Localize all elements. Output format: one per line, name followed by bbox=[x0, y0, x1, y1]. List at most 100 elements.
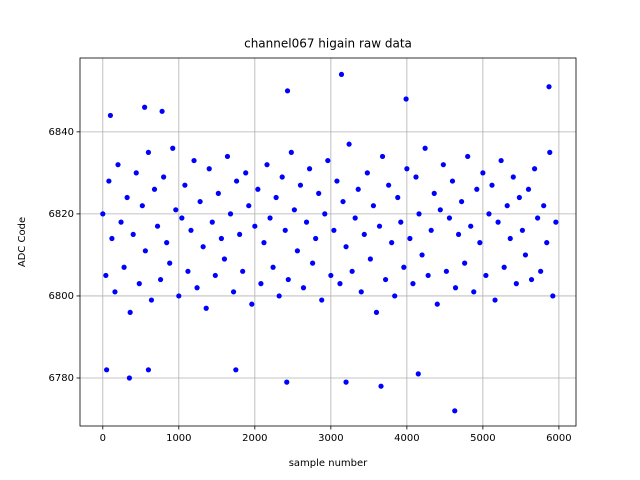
point bbox=[547, 149, 553, 155]
point bbox=[230, 289, 237, 295]
point bbox=[285, 276, 291, 283]
point bbox=[212, 272, 218, 279]
point bbox=[303, 219, 310, 225]
x-tick-label: 5000 bbox=[470, 433, 495, 444]
point bbox=[516, 194, 522, 201]
point bbox=[291, 207, 297, 213]
point bbox=[106, 178, 112, 184]
point bbox=[403, 96, 409, 102]
point bbox=[458, 198, 465, 205]
point bbox=[142, 248, 148, 254]
point bbox=[243, 170, 249, 176]
point bbox=[322, 211, 328, 217]
point bbox=[282, 227, 288, 233]
point bbox=[273, 194, 279, 201]
point bbox=[541, 203, 547, 209]
point bbox=[519, 227, 526, 233]
point bbox=[328, 272, 334, 279]
point bbox=[337, 281, 343, 287]
point bbox=[440, 162, 446, 168]
point bbox=[261, 240, 267, 246]
point bbox=[462, 260, 468, 266]
point bbox=[415, 371, 421, 377]
point bbox=[233, 178, 240, 184]
point bbox=[284, 88, 291, 94]
point bbox=[398, 219, 404, 225]
point bbox=[276, 293, 282, 299]
point bbox=[486, 211, 492, 217]
point bbox=[179, 215, 185, 221]
point bbox=[126, 375, 133, 381]
point bbox=[416, 211, 422, 217]
point bbox=[546, 84, 552, 90]
plot-frame bbox=[79, 57, 577, 427]
point bbox=[246, 203, 252, 209]
x-tick-label: 2000 bbox=[242, 433, 267, 444]
point bbox=[104, 367, 110, 373]
point bbox=[313, 235, 319, 242]
point bbox=[103, 272, 109, 279]
point bbox=[443, 268, 449, 274]
point bbox=[346, 141, 352, 147]
point bbox=[107, 112, 114, 119]
point bbox=[197, 198, 203, 205]
point bbox=[145, 367, 152, 373]
point bbox=[209, 219, 215, 225]
point bbox=[319, 297, 325, 303]
point bbox=[224, 153, 231, 160]
point bbox=[449, 178, 456, 184]
point bbox=[358, 289, 364, 295]
point bbox=[367, 256, 373, 262]
point bbox=[407, 235, 413, 242]
point bbox=[334, 178, 340, 184]
point bbox=[194, 285, 200, 291]
point bbox=[392, 293, 398, 299]
point bbox=[218, 235, 224, 242]
point bbox=[279, 174, 285, 180]
point bbox=[316, 190, 322, 196]
point bbox=[525, 186, 532, 192]
point bbox=[544, 240, 550, 246]
point bbox=[480, 170, 486, 176]
point bbox=[373, 309, 380, 315]
x-axis-label: sample number bbox=[289, 458, 368, 469]
point bbox=[267, 215, 273, 221]
point bbox=[501, 264, 507, 270]
point bbox=[510, 174, 516, 180]
point bbox=[498, 157, 504, 164]
point bbox=[419, 252, 425, 258]
point bbox=[378, 383, 384, 389]
point bbox=[425, 272, 431, 279]
point bbox=[161, 174, 167, 180]
point bbox=[167, 260, 173, 266]
point bbox=[452, 285, 459, 291]
point bbox=[434, 301, 440, 307]
point bbox=[401, 264, 407, 270]
point bbox=[343, 244, 349, 250]
point bbox=[531, 166, 538, 172]
point bbox=[288, 149, 294, 155]
point bbox=[422, 145, 428, 151]
point bbox=[471, 289, 477, 295]
point bbox=[355, 186, 361, 192]
point bbox=[338, 71, 345, 78]
point bbox=[136, 281, 142, 287]
point bbox=[159, 108, 165, 114]
y-tick-label: 6820 bbox=[49, 209, 74, 220]
point bbox=[550, 293, 556, 299]
point bbox=[133, 170, 139, 176]
point bbox=[249, 301, 255, 307]
point bbox=[188, 227, 194, 233]
point bbox=[386, 182, 392, 188]
point bbox=[474, 186, 480, 192]
point bbox=[118, 219, 124, 225]
point bbox=[203, 305, 209, 311]
point bbox=[538, 268, 544, 274]
point bbox=[340, 198, 346, 205]
y-axis-label: ADC Code bbox=[17, 217, 28, 267]
point bbox=[361, 231, 367, 238]
point bbox=[233, 367, 239, 373]
point bbox=[157, 276, 164, 283]
point bbox=[468, 223, 474, 229]
point bbox=[124, 194, 130, 201]
